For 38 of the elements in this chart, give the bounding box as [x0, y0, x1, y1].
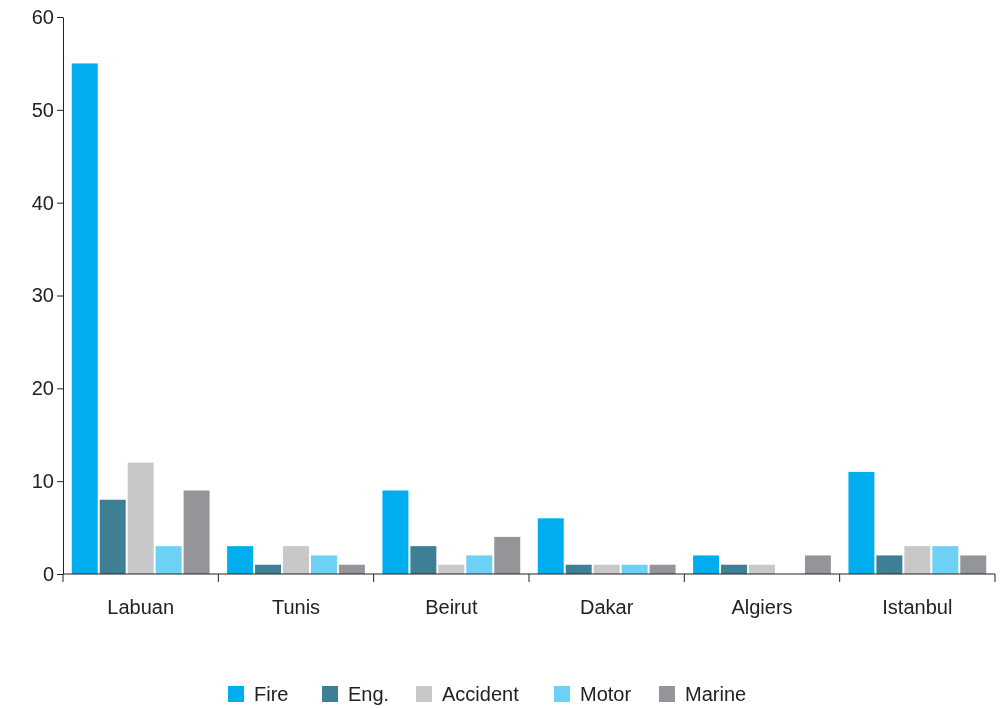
bar	[127, 462, 154, 574]
bar	[71, 63, 98, 574]
y-tick-label: 20	[31, 377, 54, 400]
legend-label: Marine	[685, 683, 747, 705]
bar	[155, 546, 182, 574]
bar	[494, 536, 521, 574]
x-tick-label: Dakar	[579, 596, 634, 618]
y-tick-label: 40	[31, 191, 54, 214]
legend-label: Eng.	[348, 683, 390, 705]
bar	[848, 471, 875, 574]
x-tick-label: Tunis	[271, 596, 321, 618]
bar	[804, 555, 831, 574]
x-tick-label: Istanbul	[882, 596, 953, 618]
bar	[537, 518, 564, 574]
bar	[960, 555, 987, 574]
legend-label: Motor	[580, 683, 632, 705]
bar	[932, 546, 959, 574]
bar	[382, 490, 409, 574]
bar	[99, 499, 126, 574]
x-tick-label: Algiers	[731, 596, 793, 618]
bar	[410, 546, 437, 574]
bar	[466, 555, 493, 574]
y-tick-label: 30	[31, 284, 54, 307]
bar	[283, 546, 309, 574]
bar	[904, 546, 931, 574]
bar	[183, 490, 210, 574]
x-tick-label: Labuan	[107, 596, 175, 618]
bar	[693, 555, 720, 574]
bar	[227, 546, 254, 574]
bar	[876, 555, 903, 574]
bar	[310, 555, 337, 574]
y-tick-label: 0	[42, 562, 54, 585]
y-tick-label: 60	[31, 5, 54, 28]
legend-label: Fire	[254, 683, 289, 705]
y-tick-label: 10	[31, 470, 54, 493]
legend-label: Accident	[442, 683, 520, 705]
x-tick-label: Beirut	[425, 596, 478, 618]
y-tick-label: 50	[31, 98, 54, 121]
